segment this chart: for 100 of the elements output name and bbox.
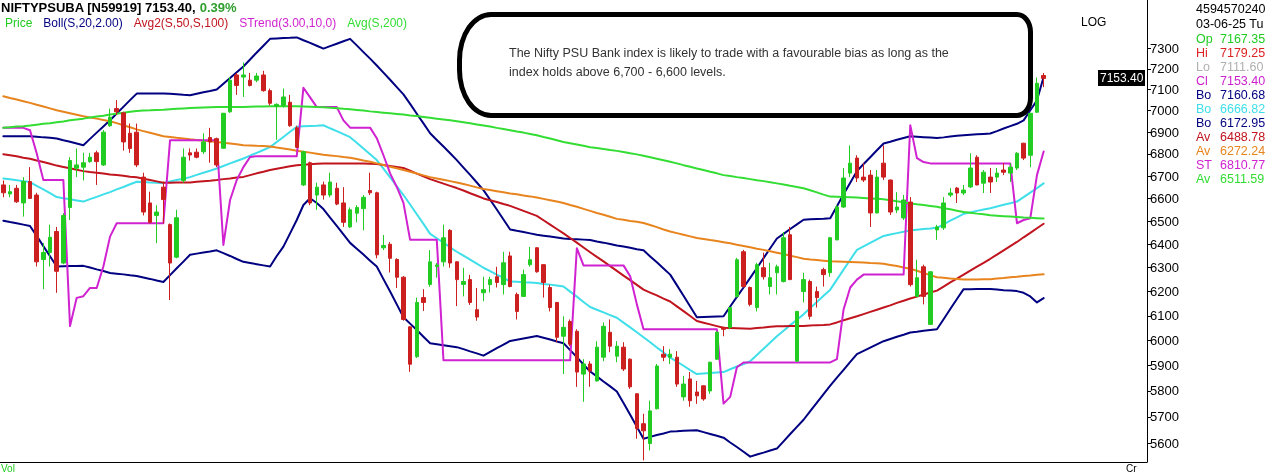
candlestick: [234, 72, 239, 96]
y-tick-label: 6100: [1150, 308, 1179, 324]
candlestick: [515, 292, 519, 320]
y-tick-label: 7100: [1150, 82, 1179, 98]
candlestick: [561, 315, 566, 375]
candlestick: [148, 191, 152, 224]
candlestick: [188, 147, 192, 162]
text: ST 6810.77: [1196, 158, 1266, 173]
candlestick: [775, 264, 779, 295]
y-tick-label: 6500: [1150, 213, 1179, 229]
candlestick: [968, 152, 973, 189]
candlestick: [21, 176, 26, 218]
candlestick: [628, 357, 632, 390]
y-tick-label: 6800: [1150, 146, 1179, 162]
candlestick: [1028, 112, 1033, 168]
candlestick: [495, 266, 499, 288]
candlestick: [981, 169, 986, 194]
candlestick: [648, 400, 652, 451]
candlestick: [521, 269, 526, 298]
chart-subtitle: 0.39%: [196, 0, 237, 15]
candlestick: [601, 321, 606, 362]
candlestick: [321, 181, 326, 201]
candlestick: [808, 279, 812, 320]
candlestick: [695, 380, 699, 405]
candlestick: [468, 274, 472, 306]
candlestick: [928, 270, 933, 326]
candlestick: [415, 297, 419, 359]
candlestick: [828, 236, 832, 278]
candlestick: [388, 241, 392, 273]
candlestick: [361, 194, 366, 231]
candlestick: [901, 194, 906, 221]
candlestick: [8, 184, 12, 198]
text: 7153.40: [1098, 70, 1146, 87]
line-series: [2, 95, 1045, 281]
candlestick: [941, 196, 946, 231]
candlestick: [201, 132, 206, 155]
candlestick: [174, 209, 179, 259]
candlestick: [281, 88, 286, 109]
candlestick: [795, 310, 799, 363]
candlestick: [301, 150, 306, 187]
candlestick: [455, 260, 459, 307]
candlestick: [701, 384, 706, 402]
candlestick: [1008, 162, 1013, 183]
candlestick: [575, 328, 579, 388]
candlestick: [568, 318, 572, 347]
candlestick: [61, 212, 66, 265]
candlestick: [735, 257, 739, 299]
text: 4594570240: [1196, 2, 1266, 17]
y-tick-label: 6000: [1150, 332, 1179, 348]
y-tick-label: 5900: [1150, 357, 1179, 373]
candlestick: [421, 288, 426, 312]
y-tick-label: 6300: [1150, 260, 1179, 276]
candlestick: [221, 112, 226, 149]
candlestick: [908, 196, 913, 288]
candlestick: [241, 62, 246, 98]
candlestick: [715, 330, 719, 361]
text: Avg2(S,50,S,100): [133, 16, 229, 30]
text: Av 6272.24: [1196, 144, 1266, 159]
candlestick: [161, 181, 166, 224]
candlestick: [488, 276, 492, 294]
candlestick: [681, 375, 686, 402]
line-series: [2, 36, 1045, 319]
candlestick: [641, 413, 646, 461]
candlestick: [895, 191, 899, 214]
candlestick: [595, 340, 599, 382]
candlestick: [341, 186, 346, 228]
candlestick: [68, 156, 72, 221]
candlestick: [661, 345, 666, 362]
candlestick: [1021, 142, 1026, 161]
text: Price: [5, 16, 33, 30]
candlestick: [428, 249, 432, 288]
text: Bo 6666.82: [1196, 102, 1266, 117]
candlestick: [335, 182, 339, 206]
candlestick: [748, 286, 752, 307]
candlestick: [1001, 162, 1006, 176]
text: STrend(3.00,10,0): [239, 16, 337, 30]
candlestick: [481, 276, 486, 302]
candlestick: [741, 249, 746, 288]
candlestick: [881, 144, 886, 181]
candlestick: [208, 127, 212, 164]
candlestick: [655, 363, 659, 410]
candlestick: [254, 72, 259, 83]
candlestick: [1041, 72, 1046, 88]
candlestick: [261, 70, 266, 93]
candlestick: [848, 144, 852, 178]
candlestick: [728, 306, 732, 330]
candlestick: [101, 129, 106, 167]
candlestick: [395, 257, 399, 289]
candlestick: [114, 99, 119, 116]
candlestick: [841, 167, 846, 209]
candlestick: [935, 224, 939, 241]
y-tick-label: 6200: [1150, 284, 1179, 300]
candlestick: [368, 172, 372, 196]
candlestick: [315, 182, 319, 211]
candlestick: [688, 371, 692, 408]
candlestick: [975, 154, 979, 186]
candlestick: [508, 251, 512, 288]
text: Lo 7111.60: [1196, 60, 1264, 75]
candlestick: [888, 179, 893, 216]
candlestick: [48, 224, 52, 268]
